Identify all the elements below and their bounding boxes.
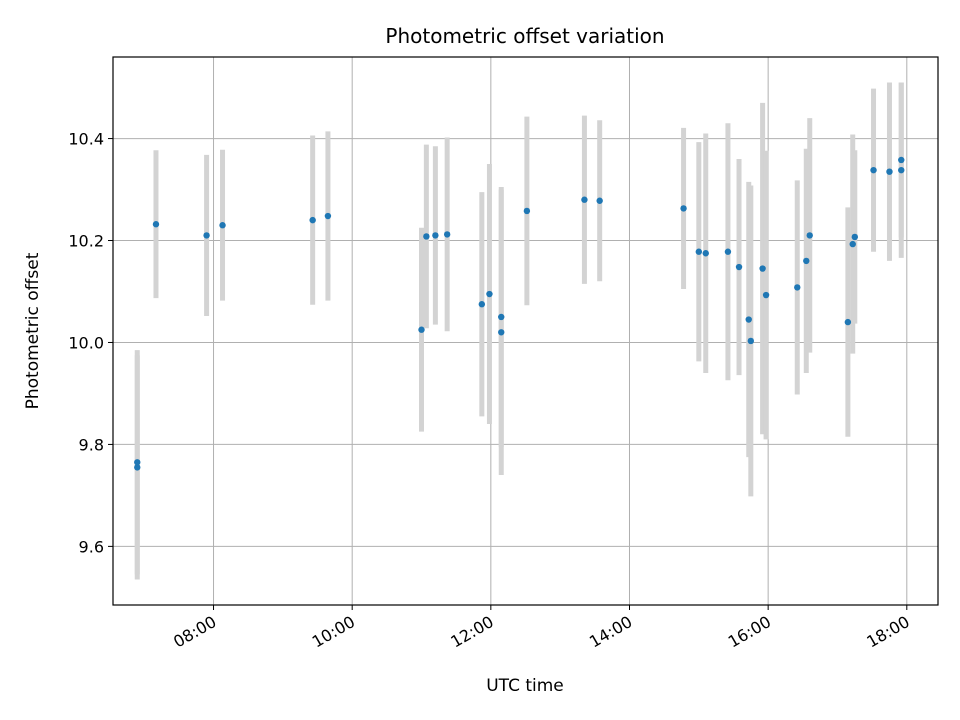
data-point	[844, 318, 852, 326]
data-point	[735, 263, 743, 271]
data-point	[523, 207, 531, 215]
data-point	[498, 313, 505, 321]
data-point	[134, 459, 141, 466]
data-point	[898, 166, 905, 174]
data-point	[849, 240, 856, 248]
x-axis-label: UTC time	[486, 676, 564, 696]
data-point	[596, 197, 603, 204]
data-point	[478, 301, 486, 308]
data-point	[806, 232, 813, 239]
data-point	[724, 248, 732, 255]
y-tick-label: 10.0	[68, 333, 104, 352]
data-point	[747, 337, 755, 345]
y-tick-label: 10.2	[68, 232, 104, 251]
data-point	[498, 329, 505, 336]
data-point	[898, 156, 905, 164]
data-point	[870, 166, 877, 174]
data-point	[759, 265, 766, 272]
data-point	[309, 216, 316, 224]
data-point	[203, 232, 210, 239]
data-point	[486, 290, 493, 298]
y-axis-ticks: 9.6 9.8 10.0 10.2 10.4	[68, 130, 113, 556]
data-point	[152, 221, 160, 228]
y-tick-label: 9.8	[79, 435, 104, 454]
data-point	[695, 248, 703, 255]
data-point	[219, 222, 226, 229]
data-point	[702, 250, 709, 257]
data-points	[134, 156, 905, 471]
data-point	[324, 212, 332, 220]
data-point	[803, 257, 810, 265]
data-point	[745, 316, 752, 323]
data-point	[581, 196, 588, 203]
plot-frame	[112, 56, 939, 606]
y-tick-label: 9.6	[79, 537, 104, 556]
data-point	[851, 233, 859, 241]
data-point	[886, 168, 893, 175]
data-point	[794, 284, 801, 291]
data-point	[680, 205, 687, 212]
chart-title: Photometric offset variation	[385, 24, 664, 48]
y-axis-label: Photometric offset	[23, 252, 43, 409]
y-tick-label: 10.4	[68, 130, 104, 149]
data-point	[134, 464, 141, 471]
data-point	[418, 326, 425, 333]
data-point	[432, 232, 439, 239]
data-point	[423, 233, 430, 240]
data-point	[762, 291, 770, 299]
data-point	[443, 231, 451, 238]
